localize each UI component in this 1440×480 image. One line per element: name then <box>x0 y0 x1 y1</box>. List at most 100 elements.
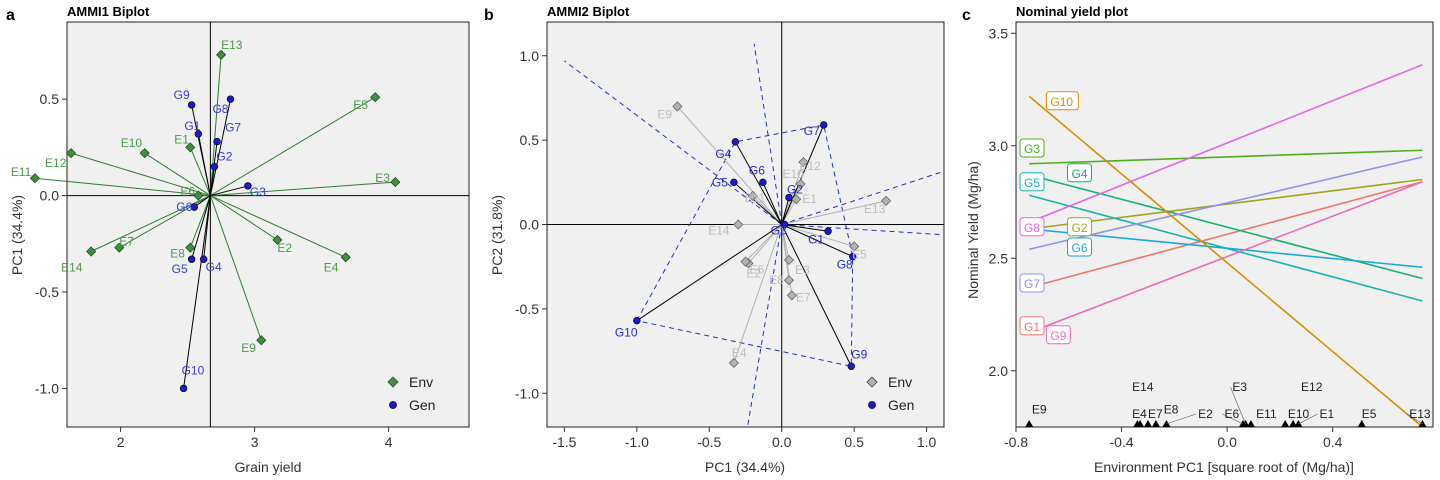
env-marker <box>1162 420 1171 427</box>
gen-label: G9 <box>174 88 190 102</box>
gen-label: G3 <box>771 224 787 238</box>
env-label: E14 <box>1132 380 1154 394</box>
legend-gen-label: Gen <box>409 397 435 413</box>
env-marker <box>1246 420 1255 427</box>
gen-marker <box>633 316 641 325</box>
env-marker <box>672 101 683 112</box>
series-line <box>1029 228 1423 269</box>
series-line <box>1028 64 1423 223</box>
genotype-lines <box>1028 64 1423 427</box>
env-marker <box>193 190 204 201</box>
y-tick-label: -1.0 <box>35 380 59 396</box>
gen-marker <box>199 255 208 263</box>
x-tick-label: -0.5 <box>697 434 721 450</box>
env-label: E3 <box>795 263 810 277</box>
env-label: E10 <box>121 136 143 150</box>
series-label: G9 <box>1050 329 1066 343</box>
env-vector <box>781 224 855 247</box>
series-label: G8 <box>1024 221 1040 235</box>
y-tick-label: 0.0 <box>520 217 540 233</box>
panel-title-b: AMMI2 Biplot <box>547 4 630 19</box>
env-marker <box>733 219 744 230</box>
series-label-box <box>1019 138 1045 158</box>
env-label: E3 <box>1232 380 1247 394</box>
gen-marker <box>824 227 832 235</box>
gen-label: G1 <box>184 119 200 133</box>
series-label-box <box>1019 172 1045 192</box>
gen-label: G3 <box>250 185 266 199</box>
env-marker <box>786 290 797 301</box>
gen-vector <box>210 185 249 197</box>
env-marker <box>1357 420 1366 427</box>
env-vector <box>189 195 211 248</box>
env-label: E5 <box>353 98 368 112</box>
env-label: E8 <box>769 273 784 287</box>
series-label-box <box>1067 237 1093 257</box>
env-label: E6 <box>180 185 195 199</box>
series-line <box>1028 95 1423 427</box>
env-vector <box>733 224 783 364</box>
y-axis-label-b: PC2 (31.8%) <box>489 195 505 275</box>
env-marker <box>849 241 860 252</box>
env-label: E1 <box>1320 407 1335 421</box>
series-line <box>1028 181 1423 334</box>
gen-label: G2 <box>216 150 232 164</box>
series-label: G10 <box>1050 95 1073 109</box>
env-label: E7 <box>796 290 811 304</box>
x-tick-label: -1.5 <box>552 434 576 450</box>
legend-gen-marker <box>389 401 397 409</box>
env-leader <box>1407 413 1423 425</box>
env-label: E12 <box>799 159 821 173</box>
gen-marker <box>759 178 767 187</box>
env-label: E9 <box>241 341 256 355</box>
gen-label: G6 <box>749 163 765 177</box>
env-marker <box>1294 420 1303 427</box>
env-label: E11 <box>745 191 766 205</box>
env-vector <box>210 181 396 197</box>
series-label: G4 <box>1072 167 1088 181</box>
ammi1-biplot-panel: a AMMI1 Biplot 2 3 4 -1.0 -0.5 0.0 0.5 E1 E2 E3 E4… <box>6 4 470 475</box>
gen-vector <box>781 224 829 232</box>
series-label-box <box>1067 217 1093 237</box>
gen-marker <box>187 101 196 109</box>
env-marker <box>272 234 283 245</box>
env-vector <box>70 152 211 197</box>
env-marker <box>185 242 196 253</box>
series-label: G5 <box>1024 176 1040 190</box>
convex-hull <box>636 124 854 367</box>
gen-label: G4 <box>206 260 222 274</box>
env-marker <box>256 335 267 346</box>
env-label: E8 <box>170 247 185 261</box>
series-line <box>1029 178 1423 230</box>
legend-env-label: Env <box>409 374 433 390</box>
y-axis-label-c: Nominal Yield (Mg/ha) <box>965 161 981 299</box>
ammi2-marks: -1.5 -1.0 -0.5 0.0 0.5 1.0 -1.0 -0.5 0.0 0.5 1.0 E1… <box>515 22 944 450</box>
gen-label: G7 <box>804 124 820 138</box>
env-marker <box>740 256 751 267</box>
gen-vector <box>191 195 211 260</box>
sector-ray <box>564 60 783 225</box>
gen-vector <box>733 181 783 225</box>
env-label: E11 <box>11 165 32 179</box>
env-label: E13 <box>864 202 886 216</box>
legend-env-label: Env <box>888 374 912 390</box>
env-vector <box>745 224 783 262</box>
env-marker <box>114 242 125 253</box>
panel-letter-a: a <box>6 7 15 24</box>
env-label: E14 <box>708 224 730 238</box>
y-tick-label: -0.5 <box>515 301 539 317</box>
panel-title-a: AMMI1 Biplot <box>67 4 150 19</box>
x-tick-label: 0.5 <box>844 434 864 450</box>
env-label: E2 <box>277 241 292 255</box>
legend-env-marker <box>866 376 878 388</box>
gen-label: G5 <box>712 175 728 189</box>
gen-label: G4 <box>715 147 731 161</box>
x-tick-label: -1.0 <box>625 434 649 450</box>
series-label-box <box>1019 273 1045 293</box>
env-marker <box>340 252 351 263</box>
x-tick-label: -0.8 <box>1004 434 1028 450</box>
panel-title-c: Nominal yield plot <box>1016 4 1129 19</box>
series-label-box <box>1019 316 1045 336</box>
x-axis-label-a: Grain yield <box>235 459 302 475</box>
x-tick-label: -0.4 <box>1110 434 1134 450</box>
